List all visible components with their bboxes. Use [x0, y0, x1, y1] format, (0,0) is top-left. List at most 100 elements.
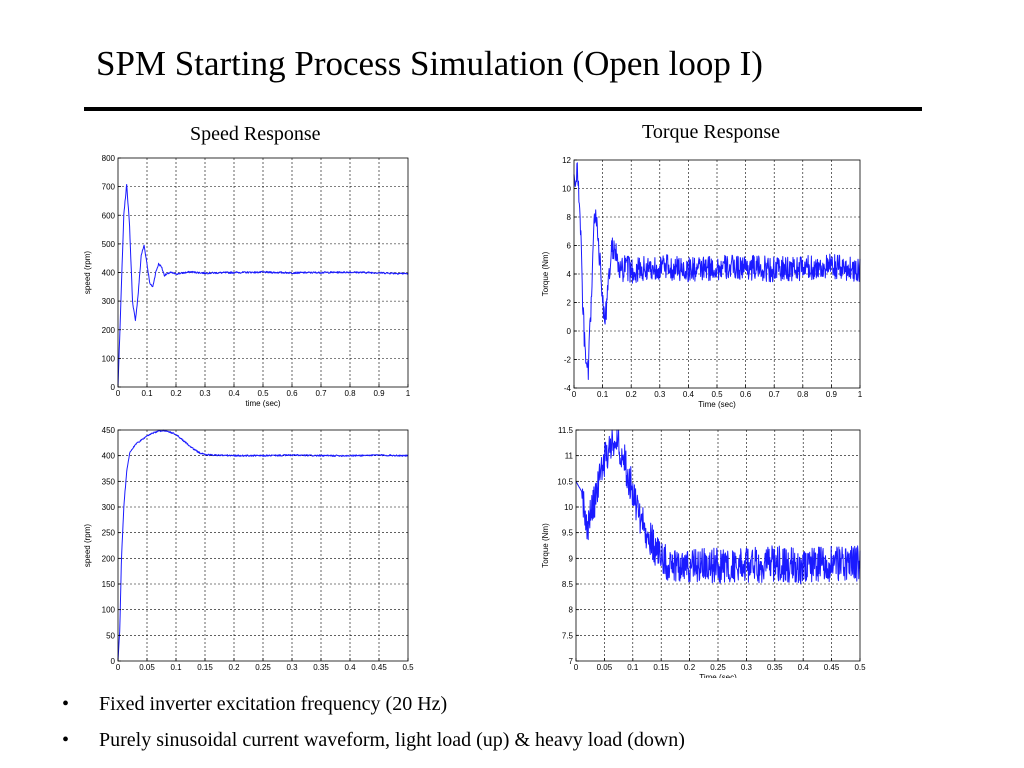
y-tick-label: 6 — [567, 242, 572, 251]
y-tick-label: 9.5 — [562, 529, 574, 538]
bullet-text-frequency: Fixed inverter excitation frequency (20 … — [99, 693, 448, 715]
x-tick-label: 0.2 — [684, 663, 696, 672]
y-tick-label: 0 — [111, 383, 116, 392]
y-tick-label: 400 — [102, 452, 116, 461]
x-tick-label: 0.6 — [286, 389, 298, 398]
x-tick-label: 0 — [116, 663, 121, 672]
x-tick-label: 0.1 — [597, 390, 609, 399]
y-tick-label: 100 — [102, 606, 116, 615]
x-tick-label: 0.4 — [228, 389, 240, 398]
y-tick-label: 7 — [569, 657, 574, 666]
title-divider — [84, 107, 922, 111]
y-tick-label: 12 — [562, 156, 571, 165]
x-tick-label: 0.05 — [597, 663, 613, 672]
y-tick-label: 200 — [102, 326, 116, 335]
x-axis-label: time (sec) — [245, 399, 280, 408]
y-tick-label: 8 — [569, 606, 574, 615]
y-tick-label: 450 — [102, 426, 116, 435]
x-tick-label: 0.15 — [653, 663, 669, 672]
y-tick-label: 9 — [569, 554, 574, 563]
y-axis-label: Torque (Nm) — [541, 523, 550, 568]
y-tick-label: 150 — [102, 580, 116, 589]
y-tick-label: 2 — [567, 299, 572, 308]
y-tick-label: 8 — [567, 213, 572, 222]
y-tick-label: 350 — [102, 477, 116, 486]
x-tick-label: 0 — [574, 663, 579, 672]
x-tick-label: 0.45 — [371, 663, 387, 672]
y-tick-label: -4 — [564, 384, 572, 393]
y-tick-label: 300 — [102, 297, 116, 306]
x-tick-label: 0.5 — [402, 663, 414, 672]
y-tick-label: 100 — [102, 354, 116, 363]
x-tick-label: 0.4 — [683, 390, 695, 399]
speed-heavy-load-chart: 0 0.05 0.1 0.15 0.2 0.25 0.3 0.35 0.4 0.45 0.5 0 50 1… — [78, 422, 418, 678]
bullet-list: • Fixed inverter excitation frequency (2… — [62, 690, 685, 762]
x-tick-label: 0.1 — [170, 663, 182, 672]
x-tick-label: 0.9 — [373, 389, 385, 398]
x-tick-label: 0.3 — [741, 663, 753, 672]
bullet-icon: • — [62, 729, 70, 751]
y-tick-label: 300 — [102, 503, 116, 512]
x-tick-label: 0.6 — [740, 390, 752, 399]
bullet-text-waveform: Purely sinusoidal current waveform, ligh… — [99, 729, 685, 751]
y-tick-label: 7.5 — [562, 631, 574, 640]
series-line — [117, 429, 409, 662]
x-tick-label: 0.3 — [286, 663, 298, 672]
x-tick-label: 1 — [858, 390, 863, 399]
series-line — [117, 184, 409, 388]
x-tick-label: 1 — [406, 389, 411, 398]
x-tick-label: 0.4 — [798, 663, 810, 672]
x-tick-label: 0.7 — [315, 389, 327, 398]
y-tick-label: 700 — [102, 183, 116, 192]
x-axis-label: Time (sec) — [698, 400, 736, 409]
x-tick-label: 0.25 — [255, 663, 271, 672]
y-tick-label: 0 — [567, 327, 572, 336]
y-tick-label: 4 — [567, 270, 572, 279]
y-tick-label: -2 — [564, 356, 572, 365]
y-tick-label: 10.5 — [557, 477, 573, 486]
y-axis-label: speed (rpm) — [83, 524, 92, 567]
x-tick-label: 0.5 — [854, 663, 866, 672]
series-line — [573, 162, 861, 380]
x-tick-label: 0.25 — [710, 663, 726, 672]
y-tick-label: 800 — [102, 154, 116, 163]
x-tick-label: 0.15 — [197, 663, 213, 672]
torque-heavy-load-chart: 0 0.05 0.1 0.15 0.2 0.25 0.3 0.35 0.4 0.45 0.5 7 7.5… — [536, 422, 870, 678]
y-axis-label: Torque (Nm) — [541, 251, 550, 296]
x-tick-label: 0.4 — [344, 663, 356, 672]
x-tick-label: 0.9 — [826, 390, 838, 399]
x-tick-label: 0.8 — [797, 390, 809, 399]
y-tick-label: 500 — [102, 240, 116, 249]
x-tick-label: 0.3 — [199, 389, 211, 398]
x-axis-label: Time (sec) — [699, 673, 737, 678]
x-tick-label: 0.7 — [769, 390, 781, 399]
x-tick-label: 0.45 — [824, 663, 840, 672]
x-tick-label: 0 — [116, 389, 121, 398]
y-tick-label: 10 — [564, 503, 573, 512]
x-tick-label: 0.5 — [711, 390, 723, 399]
bullet-icon: • — [62, 693, 70, 715]
y-tick-label: 600 — [102, 211, 116, 220]
series-line — [575, 429, 861, 585]
x-tick-label: 0.8 — [344, 389, 356, 398]
y-tick-label: 11.5 — [558, 426, 574, 435]
speed-light-load-chart: 0 0.1 0.2 0.3 0.4 0.5 0.6 0.7 0.8 0.9 1 0 100 200 300 4… — [78, 150, 418, 410]
y-tick-label: 400 — [102, 269, 116, 278]
torque-response-heading: Torque Response — [642, 121, 781, 143]
x-tick-label: 0.2 — [228, 663, 240, 672]
y-tick-label: 200 — [102, 554, 116, 563]
y-tick-label: 11 — [565, 452, 574, 461]
x-tick-label: 0.05 — [139, 663, 155, 672]
x-tick-label: 0.2 — [170, 389, 182, 398]
x-tick-label: 0 — [572, 390, 577, 399]
x-tick-label: 0.35 — [313, 663, 329, 672]
x-tick-label: 0.1 — [627, 663, 639, 672]
y-tick-label: 10 — [562, 185, 571, 194]
torque-light-load-chart: 0 0.1 0.2 0.3 0.4 0.5 0.6 0.7 0.8 0.9 1 -4 -2 0 2 4 6 8 10… — [536, 150, 870, 410]
x-tick-label: 0.35 — [767, 663, 783, 672]
y-tick-label: 50 — [106, 631, 115, 640]
x-tick-label: 0.2 — [626, 390, 638, 399]
x-tick-label: 0.3 — [654, 390, 666, 399]
x-tick-label: 0.1 — [141, 389, 153, 398]
y-axis-label: speed (rpm) — [83, 251, 92, 294]
